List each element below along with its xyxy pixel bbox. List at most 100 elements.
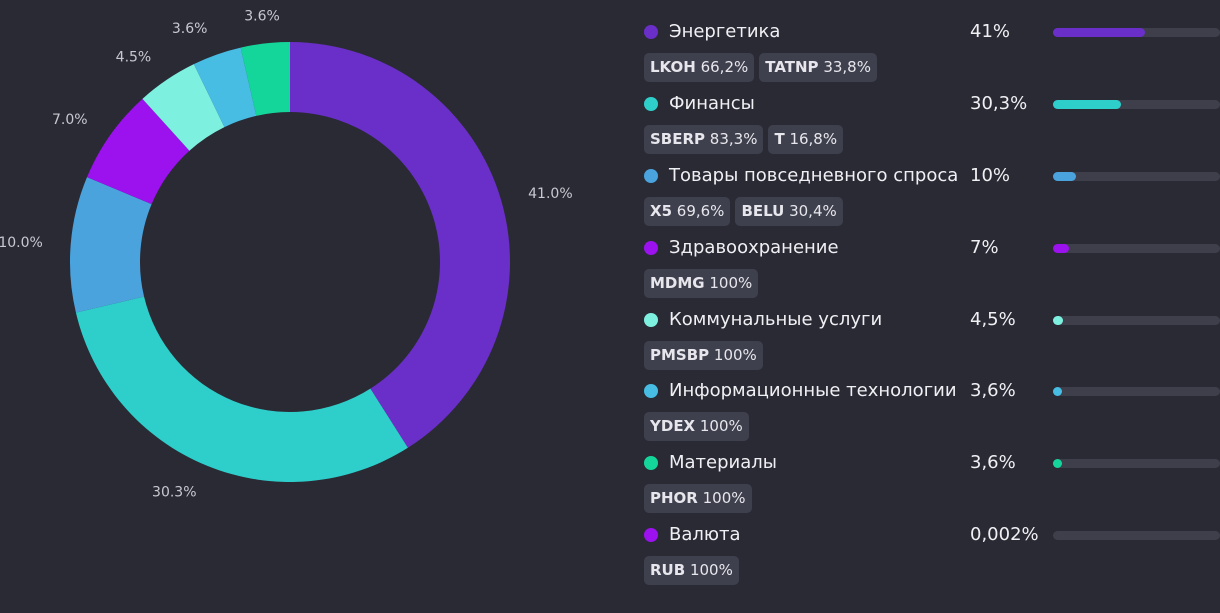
donut-slice[interactable] [193, 47, 257, 128]
sector-color-dot [644, 313, 658, 327]
sector-share: 0,002% [970, 524, 1039, 545]
slice-percent-label: 3.6% [172, 21, 208, 37]
sector-row[interactable]: Информационные технологии 3,6% YDEX 100% [644, 376, 1220, 448]
sector-name: Коммунальные услуги [669, 309, 883, 330]
sector-share: 3,6% [970, 452, 1016, 473]
sector-share: 30,3% [970, 93, 1028, 114]
ticker-chip-list: YDEX 100% [644, 412, 749, 441]
sector-share: 4,5% [970, 309, 1016, 330]
donut-slice[interactable] [290, 42, 510, 448]
sector-share-bar [1053, 100, 1220, 109]
sector-name: Энергетика [669, 21, 781, 42]
sector-row[interactable]: Финансы 30,3% SBERP 83,3% T 16,8% [644, 89, 1220, 161]
ticker-symbol: BELU [741, 202, 785, 220]
sector-share-bar-fill [1053, 387, 1062, 396]
sector-share-bar [1053, 531, 1220, 540]
sector-donut-chart: 41.0% 30.3% 10.0% 7.0% 4.5% 3.6% 3.6% [0, 9, 573, 501]
sector-share: 7% [970, 237, 999, 258]
donut-slice[interactable] [75, 296, 408, 482]
sector-row[interactable]: Материалы 3,6% PHOR 100% [644, 448, 1220, 520]
ticker-weight: 100% [709, 346, 757, 364]
slice-percent-label: 7.0% [52, 112, 88, 128]
sector-share-bar [1053, 387, 1220, 396]
ticker-symbol: MDMG [650, 274, 705, 292]
ticker-chip-list: PHOR 100% [644, 484, 752, 513]
ticker-chip[interactable]: PHOR 100% [644, 484, 752, 513]
ticker-chip-list: X5 69,6% BELU 30,4% [644, 197, 843, 226]
sector-row[interactable]: Товары повседневного спроса 10% X5 69,6% BE… [644, 161, 1220, 233]
ticker-weight: 66,2% [695, 58, 749, 76]
donut-slice[interactable] [87, 98, 190, 205]
sector-share-bar-fill [1053, 100, 1122, 109]
ticker-chip-list: LKOH 66,2% TATNP 33,8% [644, 53, 877, 82]
slice-percent-label: 4.5% [116, 49, 152, 65]
sector-row[interactable]: Коммунальные услуги 4,5% PMSBP 100% [644, 305, 1220, 377]
donut-slice[interactable] [142, 64, 225, 151]
sector-row[interactable]: Энергетика 41% LKOH 66,2% TATNP 33,8% [644, 17, 1220, 89]
sector-share-bar [1053, 172, 1220, 181]
sector-color-dot [644, 25, 658, 39]
ticker-symbol: LKOH [650, 58, 696, 76]
ticker-chip-list: RUB 100% [644, 556, 739, 585]
sector-share: 10% [970, 165, 1011, 186]
ticker-chip[interactable]: YDEX 100% [644, 412, 749, 441]
ticker-symbol: X5 [650, 202, 673, 220]
sector-name: Товары повседневного спроса [669, 165, 959, 186]
slice-percent-label: 3.6% [244, 9, 280, 25]
sector-share-bar-fill [1053, 172, 1076, 181]
ticker-weight: 33,8% [818, 58, 871, 76]
sector-name: Здравоохранение [669, 237, 839, 258]
ticker-weight: 100% [695, 417, 743, 435]
slice-percent-label: 30.3% [152, 485, 196, 501]
ticker-symbol: SBERP [650, 130, 706, 148]
sector-color-dot [644, 384, 658, 398]
sector-share-bar-fill [1053, 316, 1064, 325]
ticker-chip[interactable]: LKOH 66,2% [644, 53, 755, 82]
sector-share-bar [1053, 244, 1220, 253]
sector-color-dot [644, 456, 658, 470]
ticker-weight: 100% [697, 489, 746, 507]
ticker-chip[interactable]: BELU 30,4% [735, 197, 843, 226]
sector-name: Материалы [669, 452, 777, 473]
sector-color-dot [644, 528, 658, 542]
sector-color-dot [644, 241, 658, 255]
donut-slice[interactable] [240, 42, 290, 116]
ticker-chip[interactable]: TATNP 33,8% [759, 53, 877, 82]
sector-share-bar [1053, 316, 1220, 325]
ticker-symbol: TATNP [765, 58, 819, 76]
ticker-chip[interactable]: MDMG 100% [644, 269, 759, 298]
ticker-chip[interactable]: SBERP 83,3% [644, 125, 764, 154]
ticker-symbol: PMSBP [650, 346, 710, 364]
ticker-chip[interactable]: T 16,8% [768, 125, 844, 154]
ticker-weight: 30,4% [784, 202, 837, 220]
ticker-symbol: RUB [650, 561, 686, 579]
sector-share-bar-fill [1053, 244, 1069, 253]
sector-name: Валюта [669, 524, 741, 545]
ticker-chip-list: SBERP 83,3% T 16,8% [644, 125, 844, 154]
sector-share: 41% [970, 21, 1011, 42]
ticker-chip-list: PMSBP 100% [644, 341, 763, 370]
ticker-weight: 69,6% [672, 202, 725, 220]
donut-slice[interactable] [70, 177, 152, 313]
ticker-weight: 83,3% [705, 130, 758, 148]
sector-name: Информационные технологии [669, 380, 957, 401]
sector-color-dot [644, 97, 658, 111]
sector-color-dot [644, 169, 658, 183]
ticker-chip[interactable]: RUB 100% [644, 556, 739, 585]
ticker-symbol: YDEX [650, 417, 696, 435]
ticker-weight: 100% [685, 561, 733, 579]
ticker-chip[interactable]: PMSBP 100% [644, 341, 763, 370]
ticker-weight: 100% [704, 274, 753, 292]
ticker-chip-list: MDMG 100% [644, 269, 759, 298]
ticker-weight: 16,8% [784, 130, 838, 148]
sector-row[interactable]: Здравоохранение 7% MDMG 100% [644, 233, 1220, 305]
sector-share: 3,6% [970, 380, 1016, 401]
ticker-symbol: T [774, 130, 785, 148]
ticker-symbol: PHOR [650, 489, 698, 507]
slice-percent-label: 41.0% [528, 186, 572, 202]
sector-share-bar-fill [1053, 459, 1062, 468]
slice-percent-label: 10.0% [0, 235, 43, 251]
ticker-chip[interactable]: X5 69,6% [644, 197, 731, 226]
sector-row[interactable]: Валюта 0,002% RUB 100% [644, 520, 1220, 592]
